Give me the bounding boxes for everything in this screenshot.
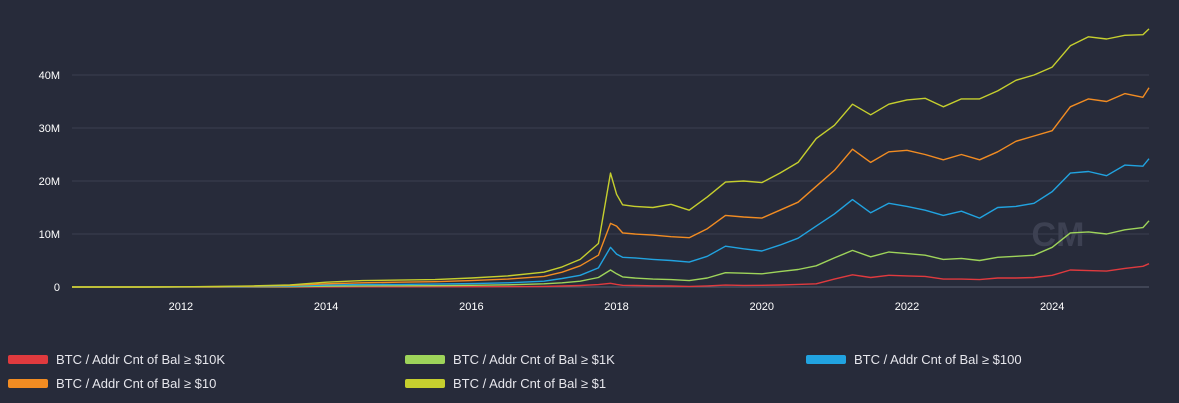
x-tick-label: 2012 [169, 301, 193, 313]
x-tick-label: 2016 [459, 301, 483, 313]
x-tick-label: 2018 [604, 301, 628, 313]
x-tick-label: 2024 [1040, 301, 1064, 313]
series-line-5 [72, 28, 1150, 288]
legend: BTC / Addr Cnt of Bal ≥ $10K BTC / Addr C… [0, 345, 1179, 403]
legend-item[interactable]: BTC / Addr Cnt of Bal ≥ $1 [405, 376, 606, 391]
legend-label: BTC / Addr Cnt of Bal ≥ $10K [56, 352, 225, 367]
y-axis: 0 10M 20M 30M 40M [39, 70, 60, 294]
legend-label: BTC / Addr Cnt of Bal ≥ $1K [453, 352, 615, 367]
y-tick-label: 20M [39, 176, 60, 188]
x-tick-label: 2014 [314, 301, 338, 313]
series-line-4 [72, 87, 1150, 288]
series-line-1 [72, 263, 1150, 288]
y-tick-label: 30M [39, 123, 60, 135]
watermark-logo: CM [1032, 216, 1085, 254]
legend-swatch [806, 355, 846, 364]
y-tick-label: 40M [39, 70, 60, 82]
y-tick-label: 0 [54, 282, 60, 294]
gridlines [72, 74, 1149, 288]
legend-swatch [8, 379, 48, 388]
legend-item[interactable]: BTC / Addr Cnt of Bal ≥ $10K [8, 352, 225, 367]
series-line-2 [72, 220, 1150, 288]
y-tick-label: 10M [39, 229, 60, 241]
legend-label: BTC / Addr Cnt of Bal ≥ $10 [56, 376, 217, 391]
legend-swatch [8, 355, 48, 364]
x-tick-label: 2022 [895, 301, 919, 313]
legend-item[interactable]: BTC / Addr Cnt of Bal ≥ $100 [806, 352, 1022, 367]
legend-swatch [405, 355, 445, 364]
legend-label: BTC / Addr Cnt of Bal ≥ $100 [854, 352, 1022, 367]
series-line-3 [72, 158, 1150, 288]
x-axis: 2012 2014 2016 2018 2020 2022 2024 [169, 301, 1065, 313]
series-lines [72, 28, 1150, 288]
legend-swatch [405, 379, 445, 388]
x-tick-label: 2020 [750, 301, 774, 313]
legend-item[interactable]: BTC / Addr Cnt of Bal ≥ $1K [405, 352, 615, 367]
legend-item[interactable]: BTC / Addr Cnt of Bal ≥ $10 [8, 376, 216, 391]
legend-label: BTC / Addr Cnt of Bal ≥ $1 [453, 376, 607, 391]
